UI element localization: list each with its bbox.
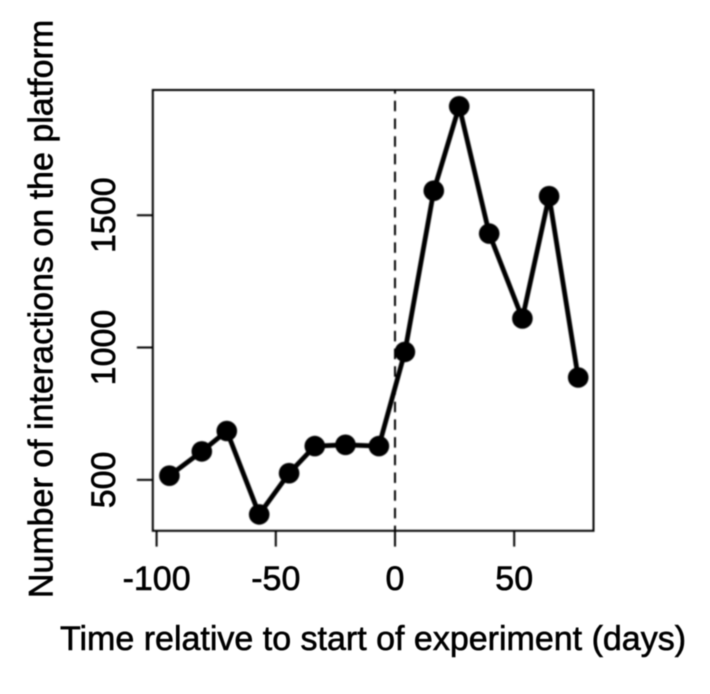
svg-text:1500: 1500 (85, 177, 123, 253)
svg-text:Number of interactions on the: Number of interactions on the platform (22, 20, 60, 598)
svg-text:Time relative to start of expe: Time relative to start of experiment (da… (60, 620, 686, 658)
svg-text:-100: -100 (123, 560, 191, 598)
svg-text:500: 500 (85, 452, 123, 509)
svg-text:0: 0 (386, 560, 405, 598)
svg-text:-50: -50 (251, 560, 300, 598)
svg-text:50: 50 (495, 560, 533, 598)
svg-text:1000: 1000 (85, 310, 123, 386)
